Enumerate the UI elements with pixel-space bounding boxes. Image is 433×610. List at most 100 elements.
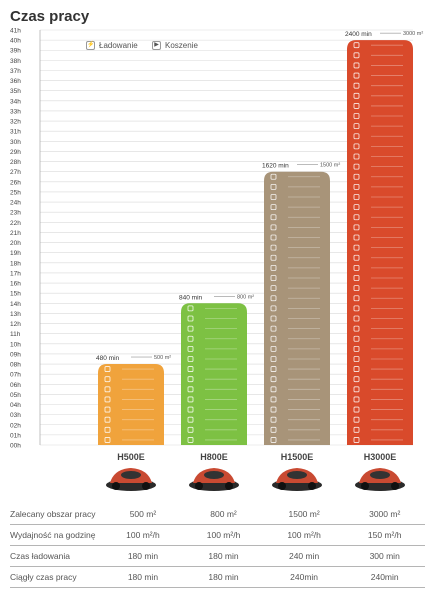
mower-image [189,468,239,491]
y-tick-label: 25h [10,189,21,196]
bar-label: 2400 min [345,31,372,38]
y-tick-label: 27h [10,169,21,176]
bar-marker [104,396,111,403]
y-tick-label: 13h [10,311,21,318]
area-label: 1500 m² [320,163,340,169]
bar-marker [270,194,277,200]
y-tick-label: 35h [10,88,21,95]
bar-marker [270,345,277,352]
spec-value: 180 min [183,566,264,588]
y-tick-label: 34h [10,98,21,105]
bar-marker [353,62,360,69]
bar-marker [353,123,360,130]
bar-marker [353,173,360,180]
y-tick-label: 12h [10,321,21,328]
spec-label: Ciągły czas pracy [10,566,103,588]
bar-marker [270,285,277,292]
page-title: Czas pracy [10,8,90,25]
bar-marker [187,437,194,443]
spec-value: 300 min [344,545,425,567]
bar-marker [270,295,277,302]
spec-value: 1500 m² [263,504,345,525]
y-tick-label: 18h [10,260,21,267]
work-time-chart: 00h 01h 02h 03h 04h 05h 06h 07h 08h 09h 10h 11h 12h 1… [10,28,423,450]
spec-row: Zalecany obszar pracy 500 m² 800 m² 1500… [10,504,425,525]
bar-marker [270,275,277,281]
spec-label: Zalecany obszar pracy [10,504,103,525]
model-label: H3000E [363,452,397,462]
y-tick-label: 19h [10,250,21,257]
bar-marker [270,437,277,443]
bar-label: 480 min [96,355,120,362]
spec-value: 800 m² [183,504,264,525]
bar-marker [353,386,360,393]
bar-marker [270,173,277,180]
bar-marker [353,315,360,322]
legend-mowing-label: Koszenie [165,41,198,50]
bar-marker [353,113,360,119]
bar-marker [270,376,277,383]
y-tick-label: 22h [10,220,21,227]
model-label: H800E [200,452,228,462]
bar-marker [353,52,360,59]
spec-value: 100 m²/h [183,524,264,546]
bar-marker [353,325,360,332]
bar-marker [353,194,360,200]
bar-marker [270,234,277,241]
y-tick-label: 00h [10,443,21,450]
mower-image [272,468,322,491]
spec-label: Wydajność na godzinę [10,524,103,546]
bar [347,40,413,446]
y-tick-label: 20h [10,240,21,247]
bar-marker [353,305,360,312]
bar-marker [104,406,111,413]
y-tick-label: 11h [10,331,21,338]
bar-marker [104,416,111,423]
bar-marker [353,254,360,261]
bar-marker [353,345,360,352]
y-tick-label: 14h [10,301,21,308]
spec-value: 100 m²/h [263,524,345,546]
bar-marker [270,183,277,190]
bar-marker [353,356,360,362]
bar-marker [270,416,277,423]
y-tick-label: 05h [10,392,21,399]
spec-value: 100 m²/h [102,524,184,546]
legend-charging-label: Ładowanie [99,41,138,50]
y-tick-label: 29h [10,149,21,156]
y-tick-label: 36h [10,78,21,85]
bar-marker [187,376,194,383]
charging-icon: ⚡ [86,41,95,50]
bar-marker [270,305,277,312]
bar-label: 1620 min [262,163,289,170]
bar-marker [187,335,194,342]
bar [264,171,330,445]
y-tick-label: 24h [10,200,21,207]
area-label: 3000 m² [403,31,423,37]
bar-marker [353,163,360,170]
y-tick-label: 32h [10,119,21,126]
area-label: 500 m² [154,355,171,361]
bar-marker [353,376,360,383]
bar-marker [270,396,277,403]
spec-value: 180 min [183,545,264,567]
bar-marker [270,224,277,231]
bar-marker [353,143,360,150]
bar-marker [353,295,360,302]
bar-marker [187,386,194,393]
bar-marker [270,426,277,433]
legend-charging: ⚡ Ładowanie [86,41,138,50]
y-tick-label: 38h [10,58,21,65]
model-label: H1500E [280,452,314,462]
bar-marker [187,325,194,332]
bar-marker [353,82,360,89]
bar-marker [270,254,277,261]
bar-marker [353,224,360,231]
y-tick-label: 39h [10,48,21,55]
y-tick-label: 26h [10,179,21,186]
bar-marker [353,92,360,99]
spec-row: Ciągły czas pracy 180 min 180 min 240min… [10,566,425,588]
bar-marker [353,244,360,251]
mower-image [355,468,405,491]
bar-marker [353,426,360,433]
